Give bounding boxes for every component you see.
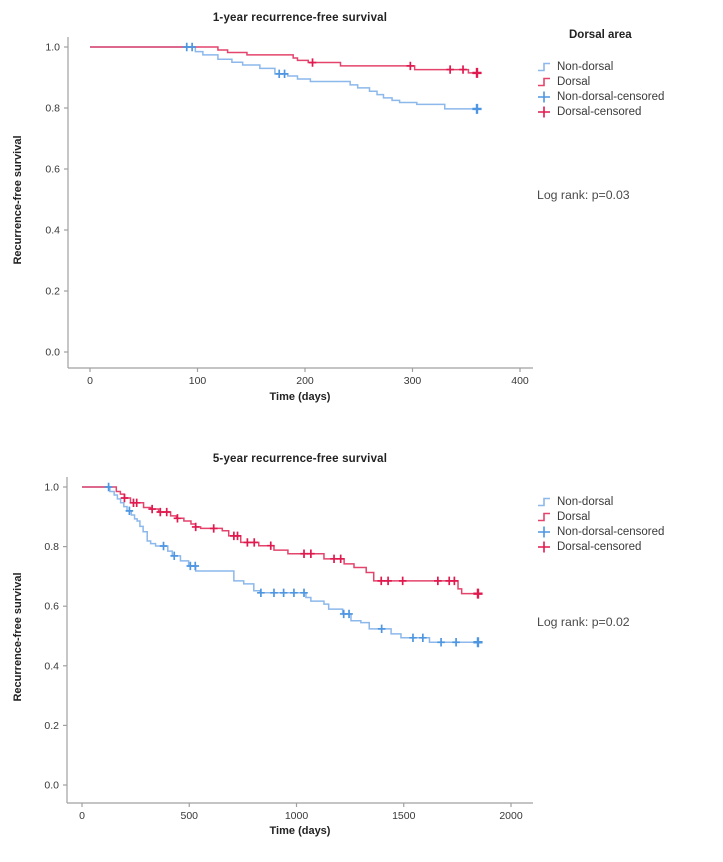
log-rank-annotation: Log rank: p=0.02 xyxy=(537,615,630,629)
legend-entry-label: Dorsal-censored xyxy=(557,105,642,118)
svg-text:1000: 1000 xyxy=(285,810,309,822)
legend-entry-label: Dorsal-censored xyxy=(557,540,642,553)
svg-text:1500: 1500 xyxy=(392,810,416,822)
legend-entry: Non-dorsal-censored xyxy=(537,89,664,104)
svg-text:0.2: 0.2 xyxy=(44,720,59,732)
svg-text:500: 500 xyxy=(180,810,198,822)
legend-entry: Dorsal xyxy=(537,74,664,89)
chart-1-year: 1-year recurrence-free survival Recurren… xyxy=(12,12,664,403)
svg-text:0.0: 0.0 xyxy=(45,347,60,359)
legend-entry: Dorsal-censored xyxy=(537,104,664,119)
censored-marker-icon xyxy=(538,526,550,537)
svg-text:0.0: 0.0 xyxy=(44,780,59,792)
censored-marker-icon xyxy=(538,91,550,102)
svg-text:100: 100 xyxy=(189,375,207,387)
svg-text:2000: 2000 xyxy=(499,810,523,822)
legend-entry-label: Non-dorsal xyxy=(557,60,614,73)
svg-text:0.4: 0.4 xyxy=(45,225,60,237)
chart-5-year: 5-year recurrence-free survival Recurren… xyxy=(0,431,723,862)
step-line-icon xyxy=(538,512,550,521)
legend-entry: Non-dorsal xyxy=(537,59,664,74)
svg-text:300: 300 xyxy=(404,375,422,387)
svg-text:0.2: 0.2 xyxy=(45,286,60,298)
svg-text:0: 0 xyxy=(87,375,93,387)
legend-entry-label: Dorsal xyxy=(557,75,591,88)
y-axis-label: Recurrence-free survival xyxy=(12,135,24,265)
y-axis-label: Recurrence-free survival xyxy=(12,572,24,702)
legend-title: Dorsal area xyxy=(569,29,632,41)
x-axis-label: Time (days) xyxy=(269,825,331,837)
legend-entry: Non-dorsal xyxy=(537,494,664,509)
chart-title: 5-year recurrence-free survival xyxy=(212,453,388,465)
step-line-icon xyxy=(538,77,550,86)
legend: Non-dorsal Dorsal Non-dorsal-censored Dorsa… xyxy=(537,494,664,554)
x-axis-label: Time (days) xyxy=(269,391,331,403)
svg-text:0.6: 0.6 xyxy=(44,601,59,613)
log-rank-annotation: Log rank: p=0.03 xyxy=(537,188,630,202)
step-line-icon xyxy=(538,62,550,71)
svg-text:1.0: 1.0 xyxy=(44,482,59,494)
legend-entry-label: Non-dorsal xyxy=(557,495,614,508)
svg-text:1.0: 1.0 xyxy=(45,42,60,54)
legend-entry-label: Non-dorsal-censored xyxy=(557,525,665,538)
legend: Non-dorsal Dorsal Non-dorsal-censored Dorsa… xyxy=(537,59,664,119)
svg-text:400: 400 xyxy=(511,375,529,387)
step-line-icon xyxy=(538,497,550,506)
svg-text:0.6: 0.6 xyxy=(45,164,60,176)
svg-text:0: 0 xyxy=(79,810,85,822)
legend-entry: Dorsal-censored xyxy=(537,539,664,554)
legend-entry: Non-dorsal-censored xyxy=(537,524,664,539)
censored-marker-icon xyxy=(538,106,550,117)
legend-entry-label: Dorsal xyxy=(557,510,591,523)
svg-text:0.4: 0.4 xyxy=(44,660,59,672)
svg-text:0.8: 0.8 xyxy=(44,541,59,553)
legend-entry-label: Non-dorsal-censored xyxy=(557,90,665,103)
censored-marker-icon xyxy=(538,541,550,552)
svg-text:0.8: 0.8 xyxy=(45,103,60,115)
svg-text:200: 200 xyxy=(296,375,314,387)
legend-entry: Dorsal xyxy=(537,509,664,524)
chart-title: 1-year recurrence-free survival xyxy=(212,12,388,24)
